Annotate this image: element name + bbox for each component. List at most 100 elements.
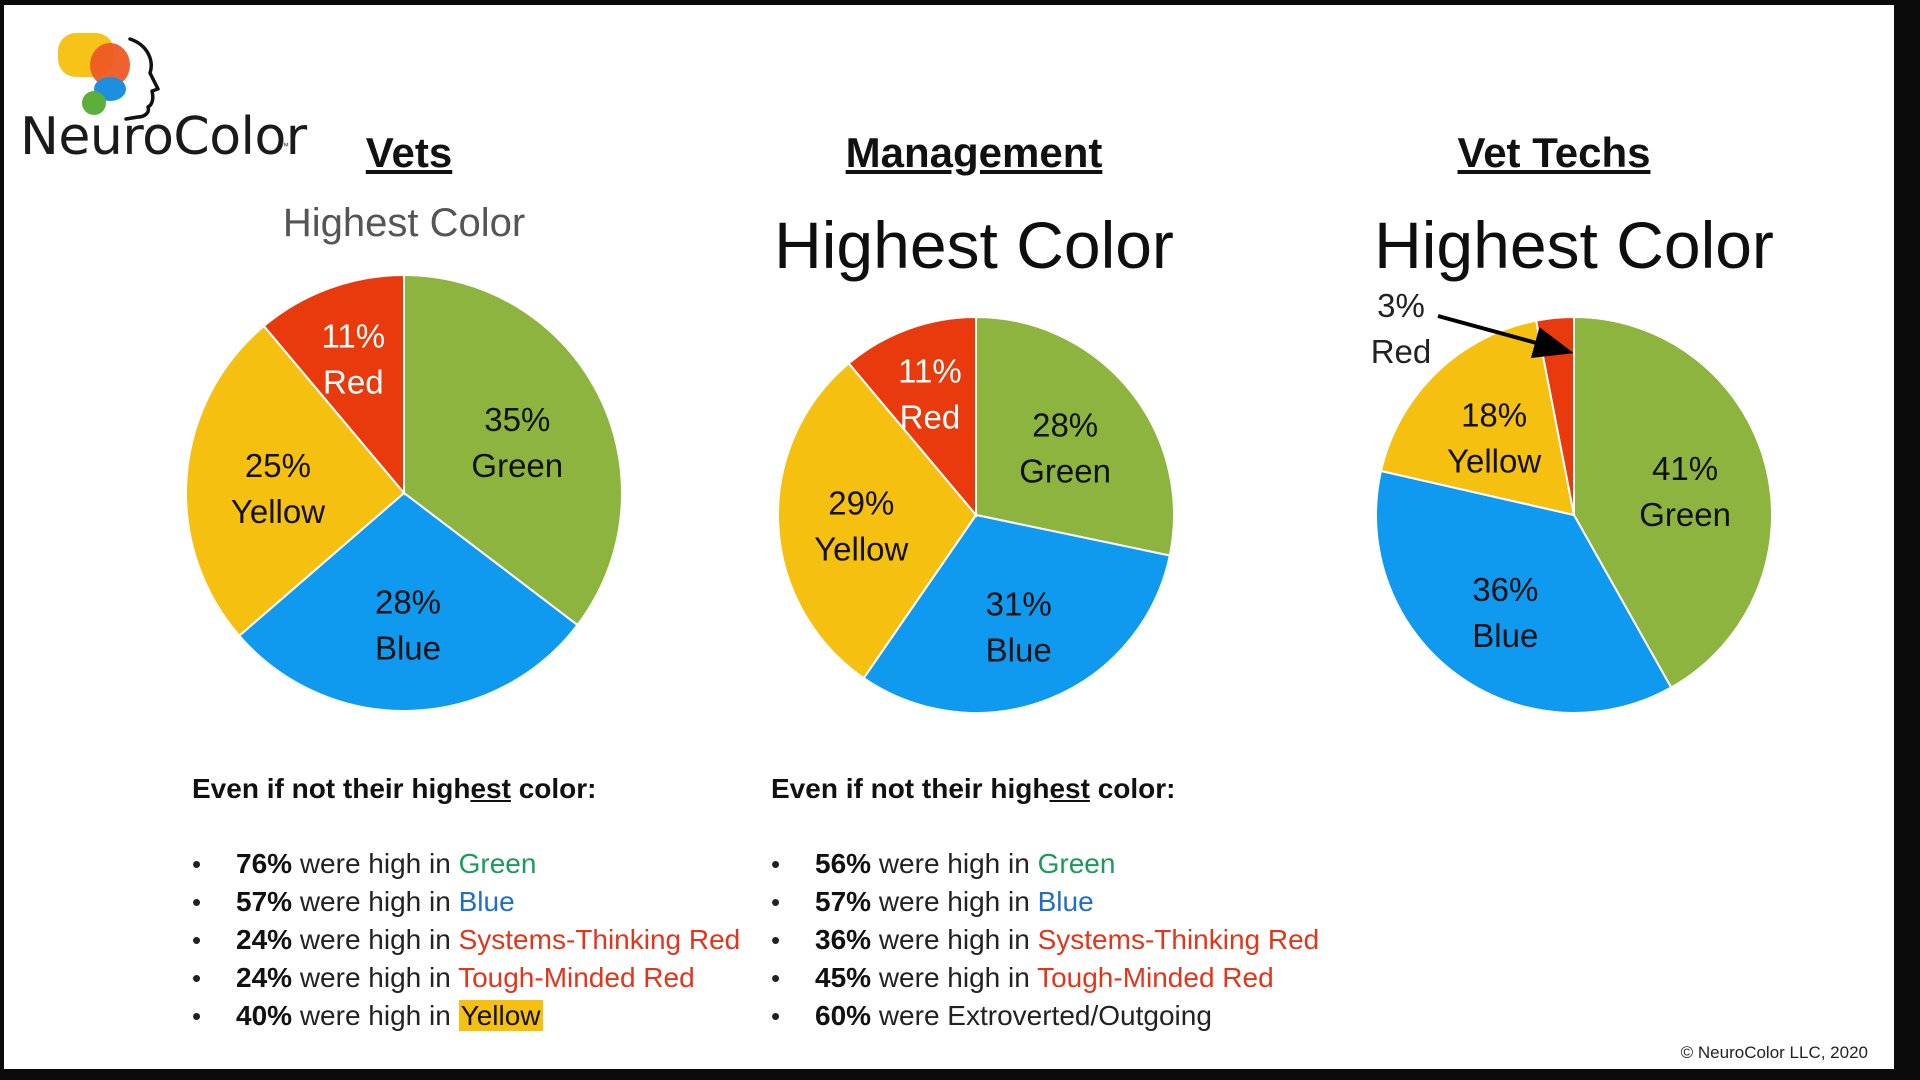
slice-pct: 41% [1652,450,1718,487]
slice-label-yellow: 25% Yellow [231,447,325,530]
pie-slice-green [975,315,1175,557]
slice-name: Red [900,398,961,435]
note-item: 57% were high in Blue [771,883,1319,921]
logo-wordmark: NeuroColor [20,107,307,167]
note-text: were high in [871,962,1038,993]
notes-list: 56% were high in Green57% were high in B… [771,845,1319,1035]
slice-label-green: 28% Green [1019,407,1111,490]
pie-slice-blue [1375,469,1673,714]
note-term: Tough-Minded Red [1037,962,1274,993]
slice-name: Yellow [231,493,325,530]
note-item: 56% were high in Green [771,845,1319,883]
note-pct: 40% [236,1000,293,1031]
callout-pct: 3% [1377,287,1425,324]
note-pct: 24% [236,924,293,955]
pie-slice-red [847,315,977,518]
slice-name: Blue [375,629,441,666]
note-pct: 36% [815,924,872,955]
note-item: 76% were high in Green [192,845,740,883]
slice-pct: 18% [1461,397,1527,434]
heading-underlined: est [470,773,511,804]
note-text: were high in [292,848,459,879]
callout-label-red: 3% Red [1356,283,1446,375]
note-text: were high in [871,848,1038,879]
slice-pct: 35% [484,401,550,438]
slice-name: Blue [986,632,1052,669]
callout-name: Red [1370,333,1432,370]
slice-label-blue: 36% Blue [1472,571,1538,654]
notes-list: 76% were high in Green57% were high in B… [192,845,740,1035]
note-text: were high in [871,924,1038,955]
slice-name: Green [471,447,563,484]
pie-chart-management: 28% Green 31% Blue 29% Yellow 11% Red [777,315,1175,714]
pie-slice-red [262,273,405,496]
group-title-management: Management [845,129,1103,176]
slice-name: Red [323,364,384,401]
note-term: Blue [458,886,515,917]
slice-name: Green [1019,453,1111,490]
slice-pct: 28% [1032,407,1098,444]
note-pct: 76% [236,848,293,879]
note-item: 60% were Extroverted/Outgoing [771,997,1319,1035]
slice-pct: 29% [828,484,894,521]
note-text: were high in [292,962,459,993]
note-item: 36% were high in Systems-Thinking Red [771,921,1319,959]
slice-name: Yellow [814,530,908,567]
chart-title-management: Highest Color [774,208,1174,282]
note-text: were Extroverted/Outgoing [871,1000,1212,1031]
slice-label-blue: 31% Blue [986,586,1052,669]
slice-pct: 36% [1472,571,1538,608]
pie-slice-blue [237,491,579,712]
note-term: Systems-Thinking Red [458,924,741,955]
heading-underlined: est [1049,773,1090,804]
pie-slice-green [403,273,623,627]
note-text: were high in [292,924,459,955]
notes-heading: Even if not their highest color: [192,773,740,805]
slice-label-yellow: 29% Yellow [814,484,908,567]
note-pct: 57% [815,886,872,917]
slice-pct: 11% [898,352,962,389]
group-title-vet-techs: Vet Techs [1457,129,1651,176]
pie-chart-vets: 35% Green 28% Blue 25% Yellow 11% Red [185,273,623,712]
slice-label-green: 41% Green [1639,450,1731,533]
note-term: Green [1037,848,1116,879]
head-profile-icon [58,33,160,121]
heading-text: Even if not their high [192,773,471,804]
note-pct: 24% [236,962,293,993]
heading-text-end: color: [1089,773,1176,804]
copyright-notice: © NeuroColor LLC, 2020 [1680,1043,1868,1062]
slide: NeuroColor ™ Vets Management Vet Techs H… [4,5,1894,1069]
notes-management: Even if not their highest color: 56% wer… [771,773,1319,1035]
slice-pct: 11% [321,318,385,355]
pie-chart-vet-techs: 41% Green 36% Blue 18% Yellow [1375,315,1773,714]
slice-name: Yellow [1447,443,1541,480]
slice-pct: 31% [986,586,1052,623]
note-pct: 57% [236,886,293,917]
note-pct: 56% [815,848,872,879]
group-title-vets: Vets [365,129,453,176]
note-term: Blue [1037,886,1094,917]
pie-slice-yellow [777,361,978,680]
note-pct: 45% [815,962,872,993]
note-item: 40% were high in Yellow [192,997,740,1035]
pie-slice-green [1573,315,1773,689]
note-text: were high in [871,886,1038,917]
note-text: were high in [292,886,459,917]
note-item: 57% were high in Blue [192,883,740,921]
note-term: Systems-Thinking Red [1037,924,1320,955]
slice-pct: 28% [375,583,441,620]
slice-pct: 25% [245,447,311,484]
notes-vets: Even if not their highest color: 76% wer… [192,773,740,1035]
note-pct: 60% [815,1000,872,1031]
note-item: 24% were high in Systems-Thinking Red [192,921,740,959]
slice-name: Green [1639,496,1731,533]
note-item: 45% were high in Tough-Minded Red [771,959,1319,997]
slice-label-red: 11% Red [321,318,385,401]
pie-slice-yellow [185,324,406,638]
notes-heading: Even if not their highest color: [771,773,1319,805]
slice-label-red: 11% Red [898,352,962,435]
chart-title-vet-techs: Highest Color [1374,208,1774,282]
slice-label-blue: 28% Blue [375,583,441,666]
neurocolor-logo: NeuroColor ™ [18,15,307,167]
heading-text-end: color: [510,773,597,804]
